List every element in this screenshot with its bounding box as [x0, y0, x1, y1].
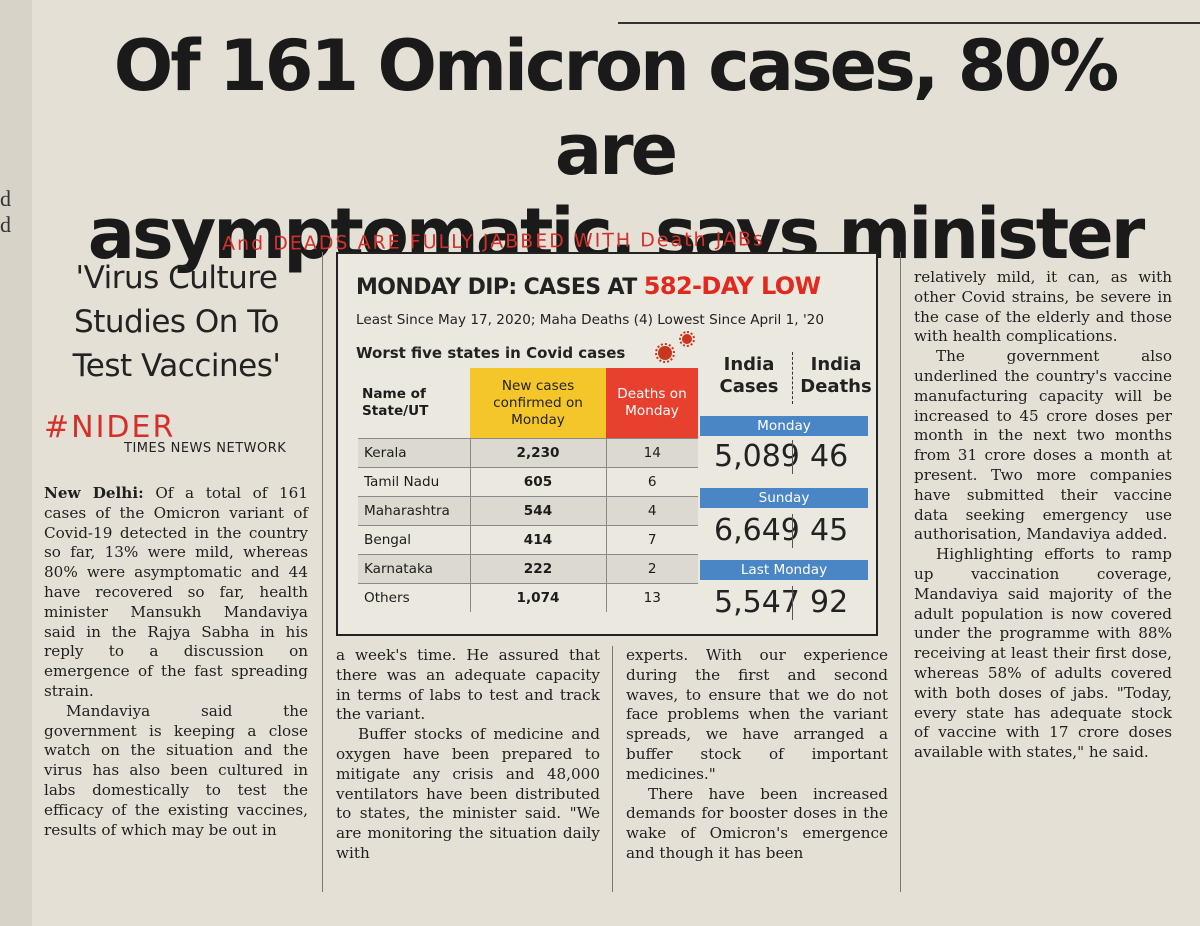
header-new-cases: New cases confirmed on Monday: [470, 368, 606, 439]
state-name: Karnataka: [358, 554, 471, 584]
infobox-title: MONDAY DIP: CASES AT 582-DAY LOW: [356, 272, 821, 300]
headline: Of 161 Omicron cases, 80% are asymptomat…: [60, 24, 1170, 276]
paragraph-text: Of a total of 161 cases of the Omicron v…: [44, 484, 308, 700]
article-paragraph: experts. With our experience during the …: [626, 646, 888, 783]
india-deaths-sunday: 45: [810, 513, 849, 548]
period-separator: [792, 586, 793, 620]
article-column-3: experts. With our experience during the …: [626, 646, 888, 864]
article-paragraph: Highlighting efforts to ramp up vaccinat…: [914, 545, 1172, 762]
period-separator: [792, 440, 793, 474]
table-row: Others 1,074 13: [358, 583, 698, 612]
deaths-value: 4: [606, 496, 698, 526]
article-paragraph: Buffer stocks of medicine and oxygen hav…: [336, 725, 600, 862]
state-name: Bengal: [358, 525, 471, 555]
deaths-value: 14: [606, 438, 698, 468]
byline: TIMES NEWS NETWORK: [124, 441, 287, 456]
article-paragraph: relatively mild, it can, as with other C…: [914, 268, 1172, 346]
adjacent-fragment: d: [0, 186, 11, 211]
period-bar-last-monday: Last Monday: [700, 560, 868, 580]
state-name: Maharashtra: [358, 496, 471, 526]
new-cases-value: 222: [470, 554, 607, 584]
india-divider: [792, 352, 794, 404]
new-cases-value: 1,074: [470, 583, 607, 612]
sidebar-quote: 'Virus Culture Studies On To Test Vaccin…: [72, 260, 281, 384]
india-cases-monday: 5,089: [714, 439, 800, 474]
table-row: Bengal 414 7: [358, 525, 698, 555]
headline-line-1: Of 161 Omicron cases, 80% are: [113, 25, 1120, 191]
state-name: Tamil Nadu: [358, 467, 471, 497]
period-separator: [792, 514, 793, 548]
header-state: Name of State/UT: [358, 368, 470, 439]
infobox-title-prefix: MONDAY DIP: CASES AT: [356, 275, 644, 300]
adjacent-fragment: d: [0, 212, 11, 237]
infobox-subtitle: Least Since May 17, 2020; Maha Deaths (4…: [356, 312, 824, 328]
table-row: Kerala 2,230 14: [358, 438, 698, 468]
column-rule: [612, 646, 613, 892]
table-row: Maharashtra 544 4: [358, 496, 698, 526]
india-deaths-monday: 46: [810, 439, 849, 474]
dateline: New Delhi:: [44, 484, 144, 502]
column-rule: [900, 252, 901, 892]
article-paragraph: There have been increased demands for bo…: [626, 784, 888, 862]
new-cases-value: 414: [470, 525, 607, 555]
article-paragraph: The government also underlined the count…: [914, 347, 1172, 544]
new-cases-value: 544: [470, 496, 607, 526]
deaths-value: 6: [606, 467, 698, 497]
table-row: Karnataka 222 2: [358, 554, 698, 584]
header-deaths: Deaths on Monday: [606, 368, 698, 439]
new-cases-value: 605: [470, 467, 607, 497]
table-row: Tamil Nadu 605 6: [358, 467, 698, 497]
state-name: Kerala: [358, 438, 471, 468]
infobox-title-highlight: 582-DAY LOW: [643, 272, 821, 300]
virus-icon: [655, 343, 675, 363]
virus-icon: [679, 331, 695, 347]
period-bar-monday: Monday: [700, 416, 868, 436]
deaths-value: 13: [606, 583, 698, 612]
deaths-value: 7: [606, 525, 698, 555]
india-deaths-label: India Deaths: [800, 354, 872, 397]
india-cases-last-monday: 5,547: [714, 585, 800, 620]
article-paragraph: a week's time. He assured that there was…: [336, 646, 600, 724]
states-table: Name of State/UT New cases confirmed on …: [358, 368, 698, 612]
handwritten-hashtag: #NIDER: [44, 410, 176, 445]
article-column-4: relatively mild, it can, as with other C…: [914, 268, 1172, 763]
new-cases-value: 2,230: [470, 438, 607, 468]
india-deaths-last-monday: 92: [810, 585, 849, 620]
adjacent-column-edge: d d: [0, 0, 32, 926]
india-cases-sunday: 6,649: [714, 513, 800, 548]
article-paragraph: New Delhi: Of a total of 161 cases of th…: [44, 484, 308, 702]
table-header-row: Name of State/UT New cases confirmed on …: [358, 368, 698, 439]
table-heading: Worst five states in Covid cases: [356, 344, 626, 362]
stats-infobox: MONDAY DIP: CASES AT 582-DAY LOW Least S…: [336, 252, 878, 636]
deaths-value: 2: [606, 554, 698, 584]
article-paragraph: Mandaviya said the government is keeping…: [44, 701, 308, 839]
article-column-2: a week's time. He assured that there was…: [336, 646, 600, 864]
adjacent-article-border: [618, 0, 1200, 24]
article-column-1: New Delhi: Of a total of 161 cases of th…: [44, 484, 308, 840]
column-rule: [322, 252, 323, 892]
india-cases-label: India Cases: [719, 354, 779, 397]
state-name: Others: [358, 583, 471, 612]
period-bar-sunday: Sunday: [700, 488, 868, 508]
